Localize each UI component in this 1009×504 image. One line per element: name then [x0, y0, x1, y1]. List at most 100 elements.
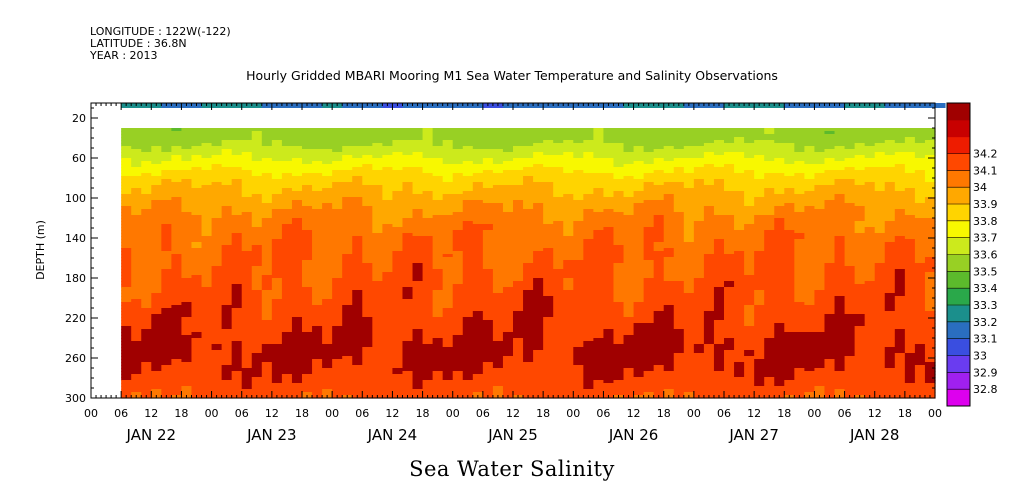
salinity-cell [352, 305, 363, 309]
salinity-cell [734, 227, 745, 231]
salinity-cell [201, 290, 213, 294]
salinity-cell [844, 149, 856, 153]
salinity-cell [633, 290, 645, 294]
salinity-cell [261, 260, 273, 264]
salinity-cell [372, 239, 383, 243]
salinity-cell [352, 296, 363, 300]
salinity-cell [201, 242, 213, 246]
salinity-cell [563, 200, 574, 204]
salinity-cell [734, 278, 745, 282]
salinity-cell [523, 131, 534, 135]
salinity-cell [342, 191, 353, 195]
salinity-cell [171, 278, 183, 282]
salinity-cell [724, 197, 735, 201]
salinity-cell [211, 296, 223, 300]
salinity-cell [523, 287, 534, 291]
salinity-cell [452, 299, 464, 303]
salinity-cell [261, 257, 273, 261]
salinity-cell [744, 305, 755, 309]
salinity-cell [673, 227, 685, 231]
salinity-cell [161, 254, 172, 258]
salinity-cell [854, 140, 866, 144]
salinity-cell [593, 158, 605, 162]
salinity-cell [643, 128, 655, 132]
salinity-cell [744, 128, 755, 132]
salinity-cell [412, 200, 424, 204]
salinity-cell [874, 170, 886, 174]
salinity-cell [231, 146, 243, 150]
salinity-cell [161, 173, 172, 177]
salinity-cell [543, 149, 554, 153]
salinity-cell [794, 275, 805, 279]
salinity-cell [613, 221, 625, 225]
salinity-cell [271, 281, 283, 285]
salinity-cell [683, 272, 695, 276]
salinity-cell [703, 266, 715, 270]
salinity-cell [804, 185, 816, 189]
salinity-cell [673, 221, 685, 225]
salinity-cell [151, 209, 162, 213]
salinity-cell [332, 245, 343, 249]
salinity-cell [191, 173, 203, 177]
salinity-cell [814, 230, 826, 234]
salinity-cell [724, 179, 735, 183]
salinity-cell [593, 155, 605, 159]
salinity-cell [201, 170, 213, 174]
salinity-cell [543, 257, 554, 261]
salinity-cell [402, 281, 414, 285]
salinity-cell [914, 167, 926, 171]
salinity-cell [653, 176, 665, 180]
salinity-cell [653, 194, 665, 198]
salinity-cell [251, 308, 263, 312]
salinity-cell [774, 212, 785, 216]
salinity-cell [332, 203, 343, 207]
salinity-cell [141, 179, 152, 183]
salinity-cell [854, 248, 866, 252]
salinity-cell [342, 194, 353, 198]
salinity-cell [854, 269, 866, 273]
salinity-cell [151, 299, 162, 303]
salinity-cell [864, 200, 876, 204]
salinity-cell [804, 221, 816, 225]
salinity-cell [462, 173, 474, 177]
salinity-cell [703, 299, 715, 303]
salinity-cell [523, 218, 534, 222]
salinity-cell [442, 173, 454, 177]
salinity-cell [673, 302, 685, 306]
salinity-cell [121, 260, 132, 264]
salinity-cell [834, 233, 846, 237]
salinity-cell [342, 236, 353, 240]
salinity-cell [894, 173, 906, 177]
salinity-cell [774, 230, 785, 234]
salinity-cell [342, 287, 353, 291]
salinity-cell [231, 239, 243, 243]
salinity-cell [553, 260, 564, 264]
salinity-cell [553, 137, 564, 141]
salinity-cell [884, 308, 896, 312]
salinity-cell [804, 242, 816, 246]
salinity-cell [402, 254, 414, 258]
salinity-cell [422, 152, 434, 156]
salinity-cell [794, 221, 805, 225]
salinity-cell [452, 197, 464, 201]
salinity-cell [693, 143, 705, 147]
salinity-cell [151, 263, 162, 267]
salinity-cell [191, 137, 203, 141]
salinity-cell [402, 185, 414, 189]
salinity-cell [593, 134, 605, 138]
salinity-cell [312, 299, 323, 303]
salinity-cell [824, 158, 836, 162]
salinity-cell [251, 146, 263, 150]
salinity-cell [171, 143, 183, 147]
salinity-cell [794, 251, 805, 255]
salinity-cell [302, 251, 313, 255]
salinity-cell [703, 140, 715, 144]
salinity-cell [382, 230, 394, 234]
salinity-cell [332, 152, 343, 156]
salinity-cell [291, 182, 303, 186]
salinity-cell [643, 305, 655, 309]
salinity-cell [613, 227, 625, 231]
salinity-cell [402, 188, 414, 192]
salinity-cell [904, 275, 916, 279]
salinity-cell [774, 179, 785, 183]
